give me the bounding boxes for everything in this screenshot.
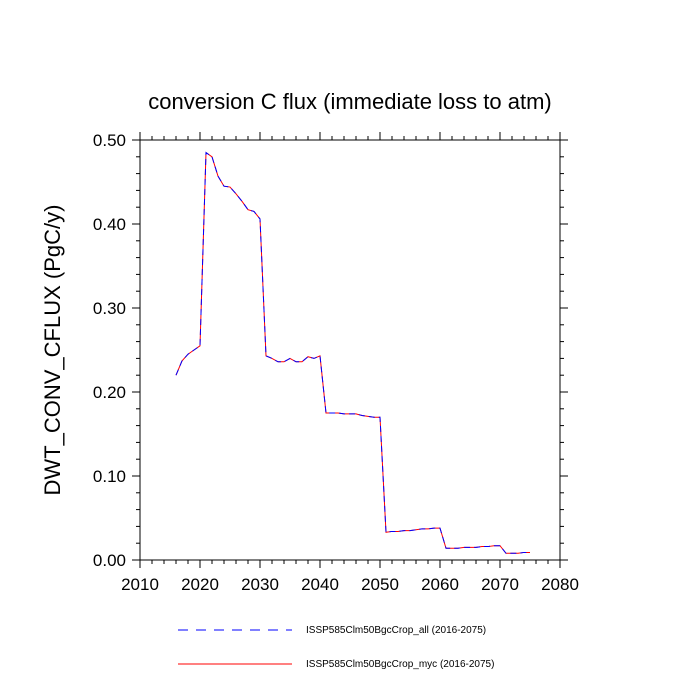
y-tick-label: 0.00 xyxy=(93,551,126,570)
x-tick-label: 2050 xyxy=(361,575,399,594)
y-tick-label: 0.30 xyxy=(93,299,126,318)
chart-title: conversion C flux (immediate loss to atm… xyxy=(148,89,551,114)
series-line-myc xyxy=(175,151,530,554)
series-line-all xyxy=(175,151,530,554)
y-tick-label: 0.10 xyxy=(93,467,126,486)
y-tick-label: 0.20 xyxy=(93,383,126,402)
x-tick-label: 2020 xyxy=(181,575,219,594)
legend: ISSP585Clm50BgcCrop_all (2016-2075) ISSP5… xyxy=(178,625,494,670)
y-tick-label: 0.50 xyxy=(93,131,126,150)
x-tick-label: 2070 xyxy=(481,575,519,594)
plot-frame xyxy=(139,139,561,561)
series-layer xyxy=(175,151,530,554)
x-tick-label: 2010 xyxy=(121,575,159,594)
y-axis-label: DWT_CONV_CFLUX (PgC/y) xyxy=(40,205,65,496)
y-tick-label: 0.40 xyxy=(93,215,126,234)
x-tick-label: 2080 xyxy=(541,575,579,594)
x-tick-label: 2060 xyxy=(421,575,459,594)
legend-label: ISSP585Clm50BgcCrop_all (2016-2075) xyxy=(306,625,486,636)
legend-label: ISSP585Clm50BgcCrop_myc (2016-2075) xyxy=(306,659,494,670)
axis-layer: 2010 2020 2030 2040 2050 2060 2070 2080 0.00 0.10… xyxy=(93,131,579,594)
x-tick-label: 2040 xyxy=(301,575,339,594)
x-tick-label: 2030 xyxy=(241,575,279,594)
